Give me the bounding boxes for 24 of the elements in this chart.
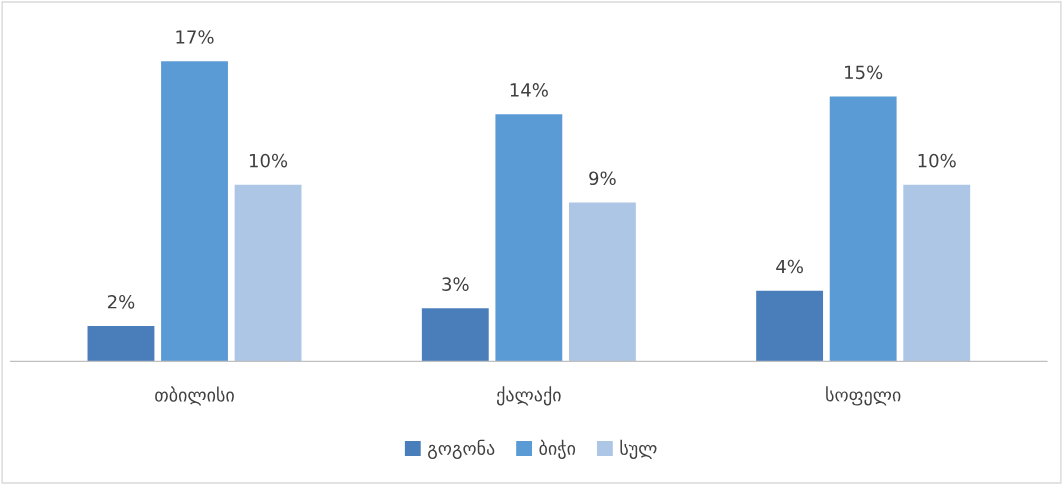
legend-label: ბიჭი xyxy=(539,439,576,460)
bar xyxy=(495,114,563,362)
bar xyxy=(234,184,302,362)
legend-label: გოგონა xyxy=(428,439,495,460)
data-label: 17% xyxy=(176,30,214,44)
bar xyxy=(829,96,897,362)
legend-label: სულ xyxy=(620,439,657,460)
x-tick-label: თბილისი xyxy=(155,386,234,406)
data-label: 10% xyxy=(249,153,288,168)
x-tick-label: ქალაქი xyxy=(497,386,561,406)
bar xyxy=(421,308,489,362)
bar xyxy=(568,202,636,362)
data-label: 4% xyxy=(776,259,803,274)
bar xyxy=(87,326,155,362)
data-label: 9% xyxy=(589,171,616,186)
bar xyxy=(903,184,971,362)
bar xyxy=(161,61,228,362)
data-label: 2% xyxy=(107,294,135,309)
x-tick-label: სოფელი xyxy=(826,386,901,406)
data-label: 3% xyxy=(442,277,469,291)
data-label: 15% xyxy=(845,65,883,80)
bar xyxy=(756,290,824,362)
data-label: 10% xyxy=(918,153,956,168)
data-label: 14% xyxy=(510,83,548,97)
